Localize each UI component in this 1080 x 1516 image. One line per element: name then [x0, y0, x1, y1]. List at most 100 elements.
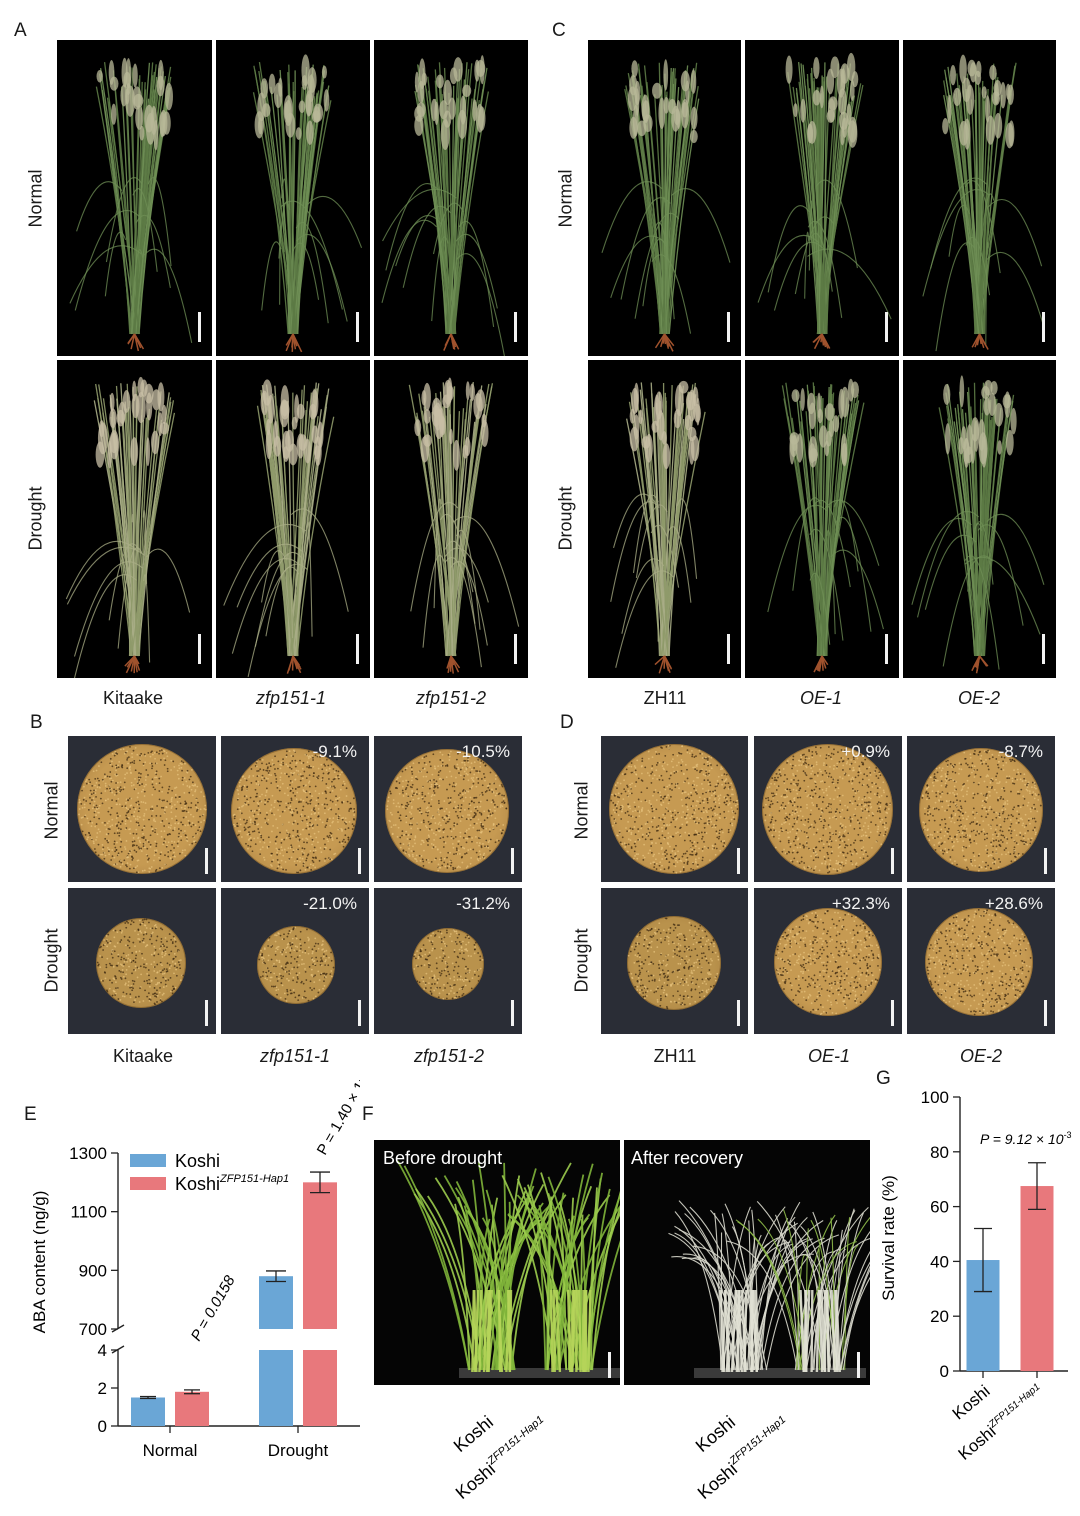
plant-photo-oe-2-drought	[903, 360, 1056, 678]
panel-b-row-drought: Drought	[41, 928, 62, 993]
grain-pile	[385, 749, 509, 873]
grain-panel-kitaake-normal	[68, 736, 216, 882]
panel-c-row-normal: Normal	[555, 169, 576, 228]
panel-d-row-drought: Drought	[571, 928, 592, 993]
panel-b-col-kitaake: Kitaake	[112, 1046, 174, 1066]
grain-panel-oe-1-normal: +0.9%	[754, 736, 902, 882]
grain-pile	[257, 926, 335, 1004]
chart-e-bar	[259, 1276, 293, 1329]
chart-g-bar	[1020, 1186, 1054, 1371]
chart-e-ytick-label: 4	[98, 1341, 107, 1360]
panel-f-genotype-labels: Koshi KoshiZFP151-Hap1 Koshi KoshiZFP151…	[450, 1412, 788, 1503]
plant-photo-zfp151-1-normal	[216, 40, 370, 356]
chart-e-ytick-label: 2	[98, 1379, 107, 1398]
panel-label-d: D	[560, 712, 574, 733]
grain-pile	[925, 908, 1033, 1016]
grain-pile	[762, 744, 893, 875]
percent-change-label: -9.1%	[312, 742, 357, 761]
percent-change-label: -10.5%	[456, 742, 510, 761]
chart-e-ytick-label: 700	[79, 1320, 107, 1339]
chart-e-legend: Koshi KoshiZFP151-Hap1	[130, 1151, 289, 1194]
grain-pile	[412, 928, 484, 1000]
chart-e-ytick-label: 1300	[69, 1144, 107, 1163]
grain-pile	[774, 908, 882, 1016]
panel-label-g: G	[876, 1068, 891, 1089]
photo-after-recovery: After recovery	[624, 1140, 870, 1385]
photo-before-drought: Before drought	[374, 1140, 620, 1385]
panel-label-f: F	[362, 1104, 374, 1125]
chart-e-bar	[303, 1350, 337, 1426]
plant-photo-zfp151-2-drought	[374, 360, 528, 678]
genotype-label-koshi-after: Koshi	[692, 1412, 739, 1456]
chart-e-xtick-label: Drought	[268, 1441, 329, 1460]
percent-change-label: +32.3%	[831, 894, 890, 913]
panel-a-col-zfp151-2: zfp151-2	[415, 688, 487, 708]
panel-b-row-normal: Normal	[41, 781, 62, 840]
percent-change-label: +28.6%	[984, 894, 1043, 913]
panel-label-a: A	[14, 20, 27, 41]
chart-e-ylabel: ABA content (ng/g)	[30, 1191, 49, 1334]
chart-g-ylabel: Survival rate (%)	[879, 1175, 898, 1301]
panel-label-e: E	[24, 1104, 37, 1125]
plant-photo-oe-1-normal	[745, 40, 899, 356]
grain-panel-kitaake-drought	[68, 888, 216, 1034]
grain-panel-zfp151-2-normal: -10.5%	[374, 736, 522, 882]
genotype-label-koshi-before: Koshi	[450, 1412, 497, 1456]
panel-label-b: B	[30, 712, 43, 733]
panel-d-col-zh11: ZH11	[653, 1046, 697, 1066]
aba-content-chart: ABA content (ng/g) 700 900 1100 1300 0 2 4 Norm…	[30, 1080, 360, 1460]
legend-label-sup: ZFP151-Hap1	[219, 1173, 289, 1185]
panel-a-col-zfp151-1: zfp151-1	[255, 688, 327, 708]
grain-panel-zh11-drought	[601, 888, 748, 1034]
grain-pile	[919, 748, 1043, 872]
chart-e-bar	[131, 1397, 165, 1426]
plant-photo-kitaake-drought	[57, 360, 212, 678]
percent-change-label: -8.7%	[998, 742, 1043, 761]
percent-change-label: +0.9%	[841, 742, 890, 761]
chart-e-ytick-label: 900	[79, 1261, 107, 1280]
percent-change-label: -31.2%	[456, 894, 510, 913]
plant-photo-oe-2-normal	[903, 40, 1056, 356]
panel-a-row-drought: Drought	[25, 486, 46, 551]
chart-g-ytick-label: 20	[930, 1307, 949, 1326]
panel-c-row-drought: Drought	[555, 486, 576, 551]
chart-g-xtick-label: Koshi	[949, 1382, 994, 1424]
grain-panel-oe-1-drought: +32.3%	[754, 888, 902, 1034]
grain-panel-zfp151-1-normal: -9.1%	[221, 736, 369, 882]
chart-e-ytick-label: 1100	[70, 1203, 107, 1222]
panel-label-c: C	[552, 20, 566, 41]
panel-d-col-oe-2: OE-2	[959, 1046, 1002, 1066]
plant-photo-zfp151-1-drought	[216, 360, 370, 678]
caption-before-drought: Before drought	[383, 1148, 503, 1168]
grain-pile	[627, 916, 721, 1010]
plant-photo-oe-1-drought	[745, 360, 899, 678]
survival-rate-chart: Survival rate (%) 0 20 40 60 80 100 P = 9.12 …	[879, 1088, 1072, 1464]
grain-panel-zfp151-2-drought: -31.2%	[374, 888, 522, 1034]
grain-panel-zfp151-1-drought: -21.0%	[221, 888, 369, 1034]
plant-photo-zh11-drought	[588, 360, 741, 678]
chart-e-ytick-label: 0	[98, 1417, 107, 1436]
chart-g-ytick-label: 80	[930, 1143, 949, 1162]
legend-label-koshi: Koshi	[175, 1151, 220, 1171]
chart-e-bar	[259, 1350, 293, 1426]
chart-g-ytick-label: 100	[921, 1088, 949, 1107]
p-value-drought: P = 1.40 × 10-4	[313, 1080, 360, 1158]
p-value-survival: P = 9.12 × 10-3	[980, 1130, 1072, 1147]
legend-label-koshi-hap1: KoshiZFP151-Hap1	[175, 1173, 289, 1194]
chart-e-bar	[303, 1182, 337, 1329]
panel-c-col-oe-2: OE-2	[957, 688, 1000, 708]
chart-g-ytick-label: 0	[940, 1362, 949, 1381]
caption-after-recovery: After recovery	[631, 1148, 744, 1168]
panel-c-col-oe-1: OE-1	[799, 688, 842, 708]
legend-swatch-koshi-hap1	[130, 1177, 166, 1190]
panel-a-col-kitaake: Kitaake	[102, 688, 164, 708]
p-value-normal: P = 0.0158	[188, 1272, 239, 1344]
panel-d-row-normal: Normal	[571, 781, 592, 840]
grain-pile	[231, 748, 357, 874]
percent-change-label: -21.0%	[303, 894, 357, 913]
grain-pile	[609, 744, 739, 874]
panel-c-col-zh11: ZH11	[643, 688, 687, 708]
panel-b-col-zfp151-2: zfp151-2	[413, 1046, 485, 1066]
legend-swatch-koshi	[130, 1154, 166, 1167]
chart-g-ytick-label: 40	[930, 1252, 949, 1271]
